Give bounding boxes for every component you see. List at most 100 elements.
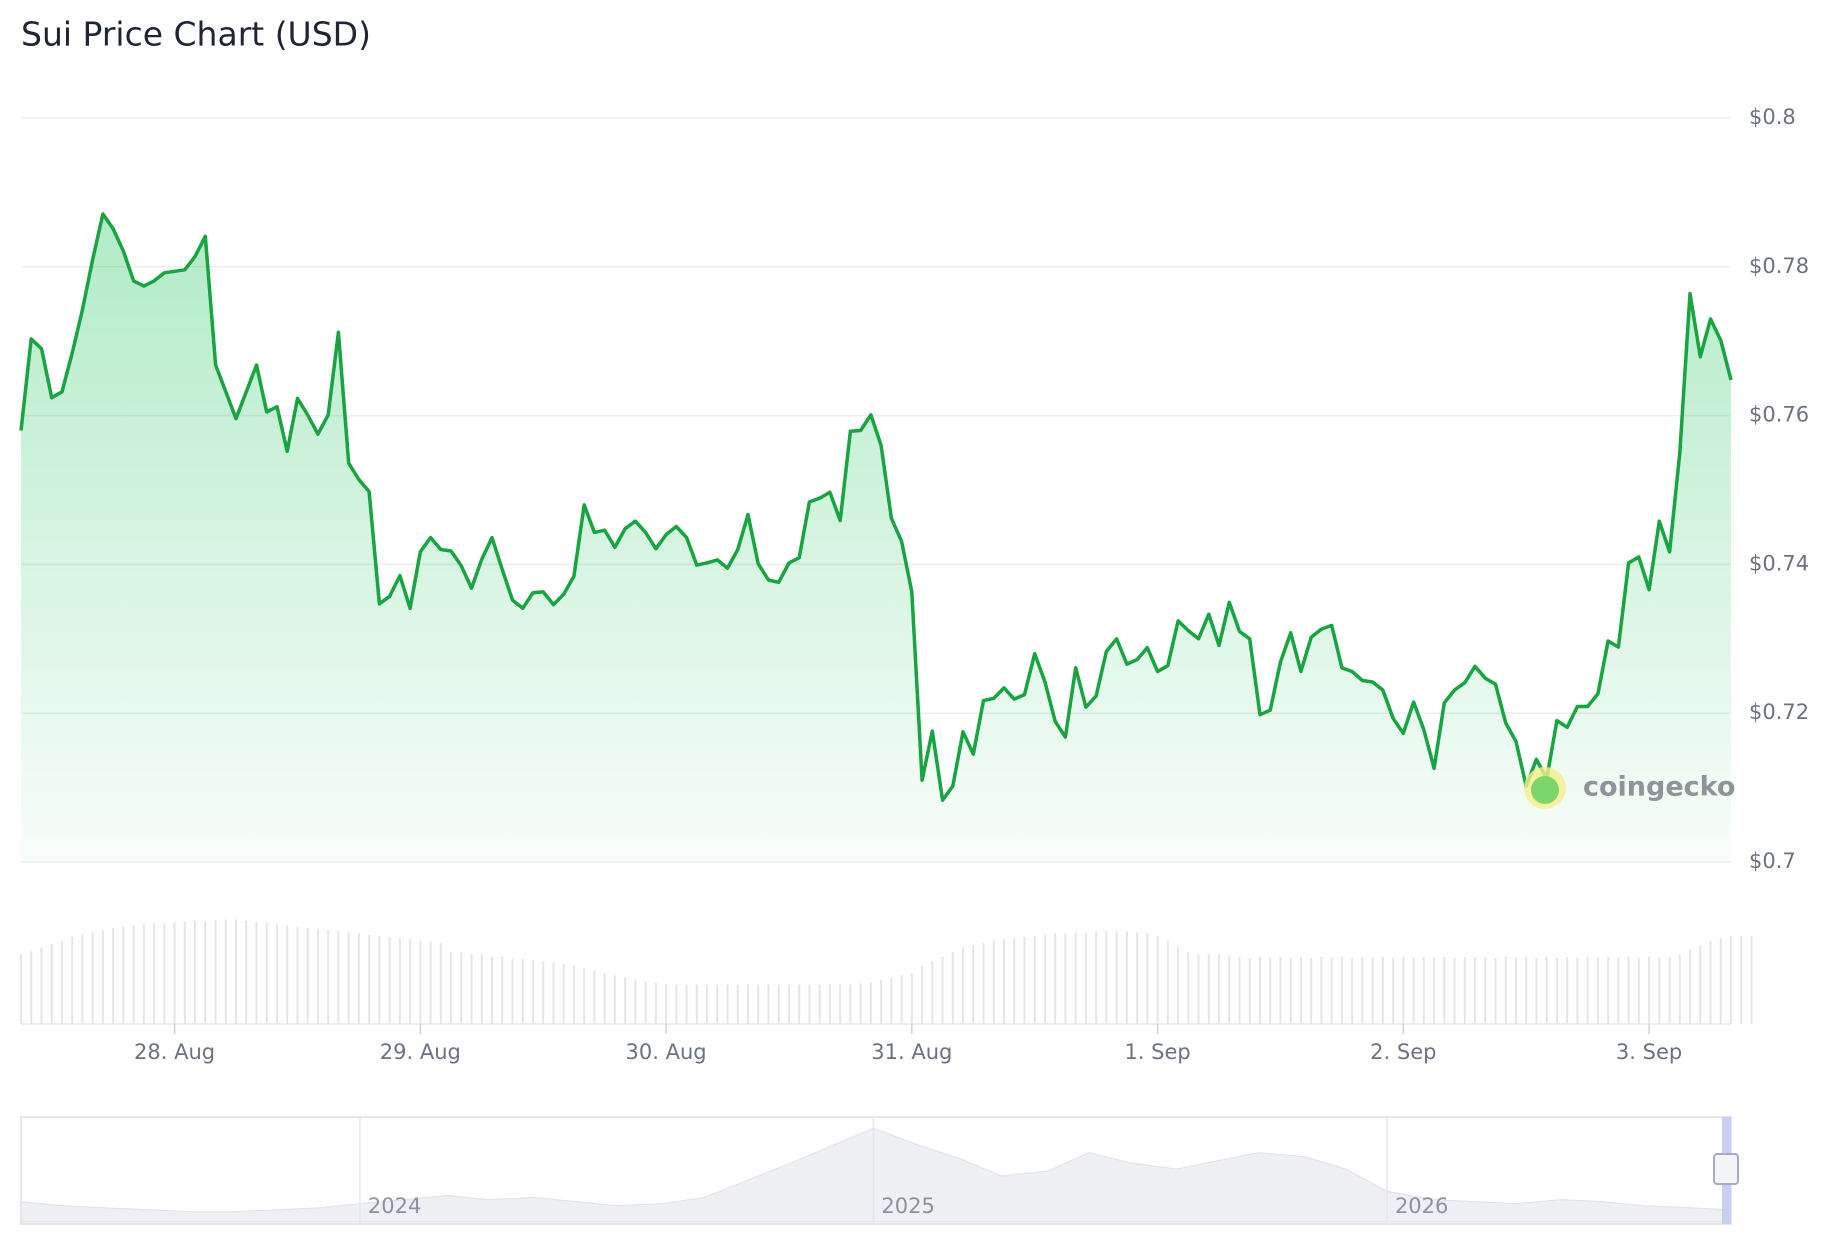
- volume-bar: [951, 952, 954, 1024]
- volume-bar: [1228, 955, 1231, 1024]
- volume-bar: [409, 939, 412, 1024]
- volume-bar: [552, 962, 555, 1024]
- volume-bar: [1340, 956, 1343, 1024]
- volume-bar: [1269, 957, 1272, 1024]
- navigator-tick-label: 2025: [881, 1194, 934, 1218]
- volume-bar: [357, 933, 360, 1024]
- x-tick-label: 3. Sep: [1616, 1040, 1682, 1064]
- volume-bar: [368, 934, 371, 1024]
- watermark: coingecko: [1583, 772, 1735, 803]
- volume-bar: [890, 977, 893, 1024]
- volume-bar: [1218, 954, 1221, 1024]
- volume-bar: [1750, 935, 1753, 1024]
- volume-bar: [1607, 956, 1610, 1024]
- volume-bar: [30, 950, 33, 1024]
- volume-bar: [429, 941, 432, 1024]
- volume-bar: [572, 966, 575, 1024]
- volume-bar: [644, 982, 647, 1024]
- volume-bar: [501, 956, 504, 1024]
- volume-bar: [1166, 940, 1169, 1024]
- volume-bar: [593, 970, 596, 1024]
- volume-bar: [1207, 954, 1210, 1024]
- x-tick-label: 31. Aug: [871, 1040, 952, 1064]
- volume-bar: [1422, 956, 1425, 1024]
- volume-bar: [1258, 956, 1261, 1024]
- volume-bar: [992, 940, 995, 1024]
- volume-bar: [142, 924, 145, 1024]
- x-tick-label: 2. Sep: [1370, 1040, 1436, 1064]
- volume-bar: [1054, 933, 1057, 1024]
- volume-bar: [460, 952, 463, 1024]
- volume-bar: [1064, 933, 1067, 1024]
- y-tick-label: $0.7: [1749, 849, 1796, 873]
- navigator-tick-label: 2026: [1395, 1194, 1448, 1218]
- chart-title: Sui Price Chart (USD): [21, 15, 371, 54]
- volume-bar: [296, 926, 299, 1024]
- volume-bar: [839, 984, 842, 1024]
- volume-bar: [470, 954, 473, 1024]
- volume-bar: [1361, 956, 1364, 1024]
- price-line: [19, 212, 1733, 802]
- volume-bar: [1740, 935, 1743, 1024]
- volume-bar: [1095, 931, 1098, 1024]
- volume-bar: [101, 930, 104, 1024]
- volume-bar: [419, 940, 422, 1024]
- volume-bar: [1136, 932, 1139, 1024]
- volume-bar: [1320, 956, 1323, 1024]
- volume-bar: [1279, 956, 1282, 1024]
- y-tick-label: $0.74: [1749, 551, 1809, 575]
- volume-bar: [50, 943, 53, 1024]
- volume-bar: [1084, 932, 1087, 1024]
- volume-bar: [163, 923, 166, 1024]
- volume-bar: [1033, 935, 1036, 1024]
- volume-bar: [235, 919, 238, 1024]
- volume-bar: [1310, 957, 1313, 1024]
- volume-bar: [71, 937, 74, 1024]
- volume-bar: [1156, 935, 1159, 1024]
- y-tick-label: $0.8: [1749, 105, 1796, 129]
- volume-bar: [112, 927, 115, 1024]
- volume-bar: [347, 932, 350, 1024]
- volume-bar: [183, 921, 186, 1024]
- volume-bar: [1689, 949, 1692, 1024]
- volume-bar: [1719, 938, 1722, 1024]
- volume-bar: [1545, 956, 1548, 1024]
- volume-bar: [1115, 931, 1118, 1024]
- y-tick-label: $0.76: [1749, 403, 1809, 427]
- volume-bar: [972, 945, 975, 1024]
- volume-bar: [245, 920, 248, 1024]
- y-tick-label: $0.72: [1749, 700, 1809, 724]
- volume-bar: [194, 920, 197, 1024]
- volume-bar: [736, 984, 739, 1024]
- volume-bar: [798, 984, 801, 1024]
- navigator-handle[interactable]: [1713, 1153, 1739, 1185]
- volume-bar: [542, 961, 545, 1024]
- volume-bar: [224, 919, 227, 1024]
- volume-bar: [388, 937, 391, 1024]
- volume-bar: [1699, 945, 1702, 1024]
- volume-bar: [255, 921, 258, 1024]
- volume-bar: [1494, 957, 1497, 1024]
- volume-bar: [265, 923, 268, 1024]
- volume-bar: [398, 938, 401, 1024]
- volume-bar: [583, 968, 586, 1024]
- volume-bar: [531, 960, 534, 1024]
- volume-bar: [173, 921, 176, 1024]
- volume-bar: [900, 975, 903, 1024]
- volume-bar: [1555, 957, 1558, 1024]
- volume-bar: [982, 942, 985, 1024]
- volume-bar: [204, 920, 207, 1024]
- volume-bar: [337, 931, 340, 1024]
- x-tick-label: 1. Sep: [1124, 1040, 1190, 1064]
- volume-bar: [20, 954, 22, 1024]
- volume-bar: [1576, 957, 1579, 1024]
- volume-bar: [1730, 935, 1732, 1024]
- volume-bar: [1248, 957, 1251, 1024]
- volume-bar: [1002, 939, 1005, 1024]
- x-tick-label: 28. Aug: [134, 1040, 215, 1064]
- volume-bar: [1074, 932, 1077, 1024]
- volume-bar: [757, 984, 760, 1024]
- volume-bar: [634, 979, 637, 1024]
- volume-bar: [1187, 952, 1190, 1024]
